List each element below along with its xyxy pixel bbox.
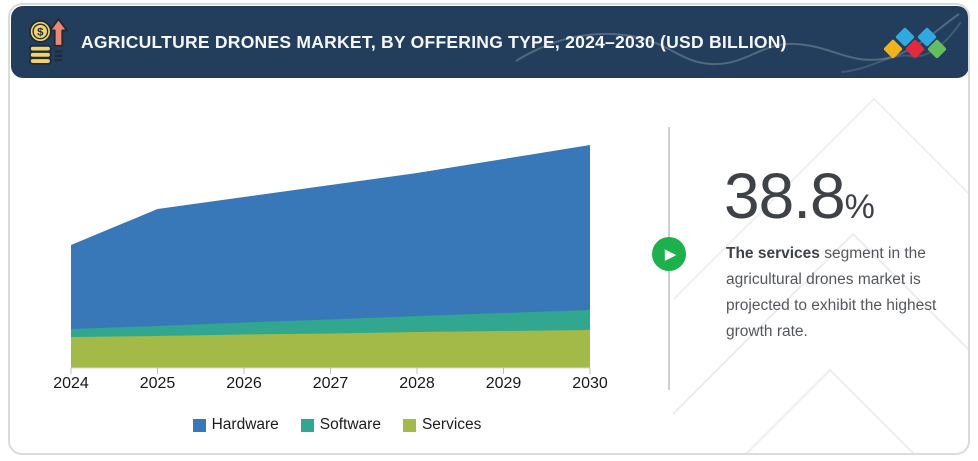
legend-label: Services bbox=[421, 416, 482, 433]
legend-swatch-software bbox=[300, 418, 314, 432]
chart-legend: Hardware Software Services bbox=[12, 415, 662, 435]
growth-rate-stat: 38.8% bbox=[724, 162, 875, 241]
legend-swatch-services bbox=[402, 418, 416, 432]
money-growth-icon: $ bbox=[28, 18, 69, 65]
page-title: AGRICULTURE DRONES MARKET, BY OFFERING T… bbox=[81, 31, 787, 52]
play-marker-icon: ▶ bbox=[652, 237, 686, 271]
stat-number: 38.8 bbox=[724, 160, 846, 232]
chevron-watermark bbox=[672, 97, 968, 453]
stat-description-rest: segment in the agricultural drones marke… bbox=[726, 245, 937, 340]
legend-label: Hardware bbox=[211, 416, 279, 433]
x-axis-label: 2024 bbox=[53, 375, 89, 392]
play-triangle-icon: ▶ bbox=[664, 245, 677, 263]
legend-item-services: Services bbox=[402, 416, 482, 434]
legend-item-hardware: Hardware bbox=[192, 416, 279, 434]
area-services bbox=[71, 330, 590, 368]
legend-swatch-hardware bbox=[192, 418, 206, 432]
x-axis-label: 2025 bbox=[140, 375, 176, 392]
svg-text:$: $ bbox=[37, 27, 44, 39]
area-hardware bbox=[71, 145, 590, 368]
x-axis-label: 2027 bbox=[313, 375, 349, 392]
x-axis-label: 2028 bbox=[399, 375, 435, 392]
stat-description: The services segment in the agricultural… bbox=[726, 241, 948, 345]
legend-item-software: Software bbox=[300, 416, 381, 434]
stat-description-highlight: The services bbox=[726, 245, 820, 262]
percent-sign: % bbox=[844, 188, 875, 226]
stacked-area-chart: 2024 2025 2026 2027 2028 2029 2030 bbox=[12, 92, 662, 402]
x-axis-label: 2029 bbox=[486, 375, 522, 392]
legend-label: Software bbox=[319, 416, 381, 433]
infographic-card: $ AGRICULTURE DRONES MARKET, BY OFFERING… bbox=[8, 3, 970, 455]
x-axis-label: 2026 bbox=[226, 375, 262, 392]
x-axis-label: 2030 bbox=[572, 375, 608, 392]
header-banner: $ AGRICULTURE DRONES MARKET, BY OFFERING… bbox=[11, 6, 968, 78]
